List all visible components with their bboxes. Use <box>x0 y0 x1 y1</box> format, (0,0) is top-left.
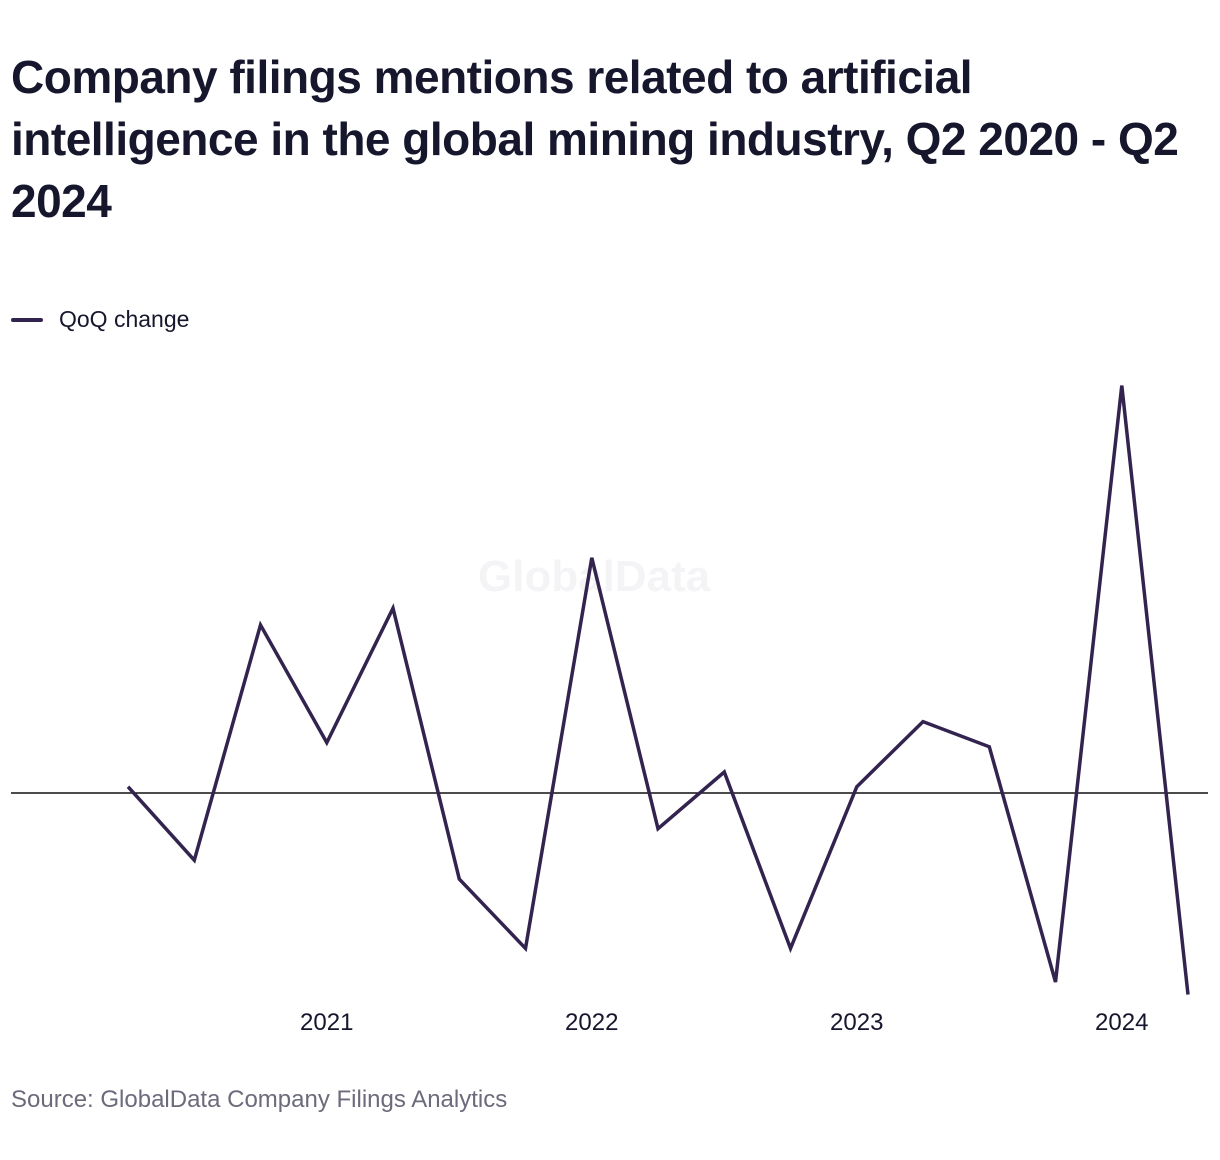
legend-label-qoq-change: QoQ change <box>59 306 190 332</box>
x-tick-label-2022: 2022 <box>565 1009 618 1036</box>
data-point-q2-2024 <box>1186 993 1190 997</box>
data-point-q2-2023 <box>921 720 925 724</box>
chart-title: Company filings mentions related to arti… <box>11 51 1179 227</box>
data-point-q2-2020 <box>126 785 130 789</box>
legend-swatch-qoq-change <box>11 317 43 322</box>
data-point-q4-2022 <box>789 946 793 950</box>
source-note: Source: GlobalData Company Filings Analy… <box>11 1086 508 1113</box>
data-point-q4-2020 <box>259 623 263 627</box>
data-point-q3-2020 <box>192 858 196 862</box>
x-tick-label-2023: 2023 <box>830 1009 883 1036</box>
data-point-q4-2023 <box>1054 980 1058 984</box>
chart-legend: QoQ change <box>11 306 189 333</box>
x-tick-label-2021: 2021 <box>300 1009 353 1036</box>
data-point-q3-2023 <box>987 745 991 749</box>
data-point-q4-2021 <box>524 946 528 950</box>
x-tick-label-2024: 2024 <box>1095 1009 1148 1036</box>
data-point-q1-2022 <box>590 556 594 560</box>
data-point-q3-2021 <box>457 877 461 881</box>
data-point-q2-2021 <box>391 606 395 610</box>
data-point-q1-2023 <box>855 785 859 789</box>
series-line-qoq-change <box>126 385 1190 995</box>
data-point-q1-2024 <box>1120 384 1124 388</box>
data-point-q1-2021 <box>325 741 329 745</box>
data-point-q3-2022 <box>722 770 726 774</box>
data-point-q2-2022 <box>656 827 660 831</box>
